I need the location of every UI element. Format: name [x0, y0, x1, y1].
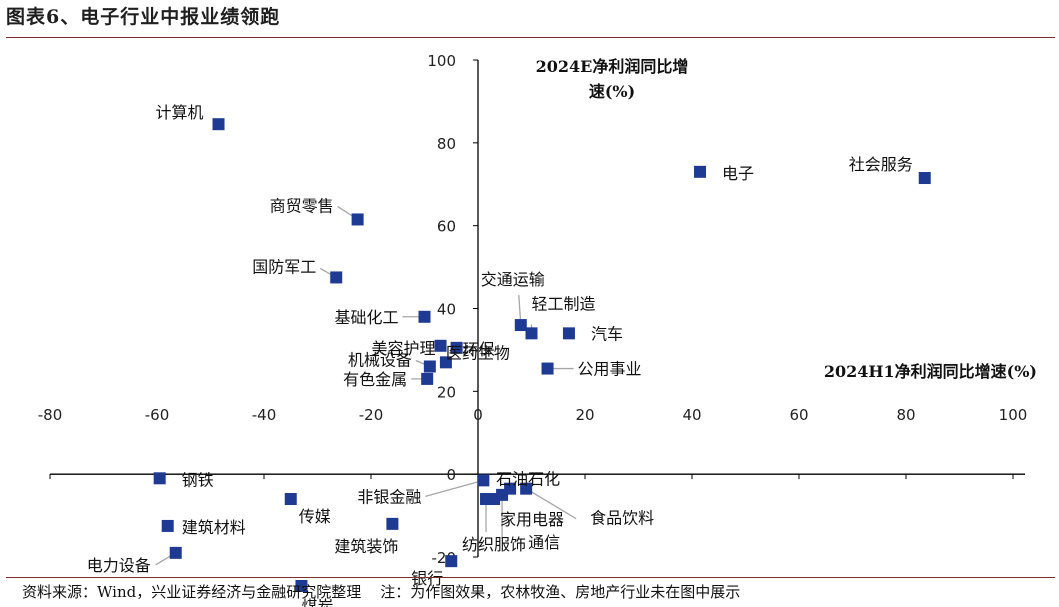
x-tick-label: 40 [682, 406, 701, 424]
x-tick-label: 20 [575, 406, 594, 424]
marker-11 [504, 482, 517, 495]
x-axis-title: 2024H1净利润同比增速(%) [824, 362, 1037, 381]
marker-5 [450, 341, 463, 354]
marker-3 [418, 310, 431, 323]
x-tick-label: -60 [145, 406, 170, 424]
marker-19 [169, 546, 182, 559]
footer-divider [6, 577, 1055, 578]
point-label: 银行 [411, 569, 443, 588]
y-axis-title-line2: 速(%) [589, 82, 635, 101]
point-label: 医药生物 [446, 343, 510, 362]
point-label: 电子 [722, 164, 754, 183]
source-note: 资料来源：Wind，兴业证券经济与金融研究院整理 注：为作图效果，农林牧渔、房地… [22, 583, 741, 601]
point-label: 国防军工 [252, 257, 316, 276]
point-label: 汽车 [591, 324, 623, 343]
y-tick-label: 0 [446, 466, 456, 484]
marker-20 [445, 555, 458, 568]
marker-1 [351, 213, 364, 226]
point-label: 交通运输 [481, 270, 545, 289]
point-label: 电力设备 [87, 556, 151, 575]
chart-title: 图表6、电子行业中报业绩领跑 [6, 6, 281, 28]
point-label: 传媒 [299, 507, 331, 526]
marker-4 [434, 339, 447, 352]
marker-9 [153, 472, 166, 485]
marker-23 [525, 327, 538, 340]
point-label: 煤炭 [301, 597, 333, 607]
point-label: 非银金融 [357, 487, 421, 506]
marker-7 [439, 356, 452, 369]
marker-24 [562, 327, 575, 340]
marker-18 [386, 517, 399, 530]
marker-27 [918, 172, 931, 185]
point-label: 美容护理 [372, 339, 436, 358]
x-tick-label: 0 [473, 406, 483, 424]
point-label: 公用事业 [578, 360, 642, 379]
y-tick-label: 20 [437, 383, 456, 401]
point-label: 纺织服饰 [462, 535, 526, 554]
marker-2 [330, 271, 343, 284]
marker-12 [284, 493, 297, 506]
x-tick-label: 80 [896, 406, 915, 424]
point-label: 计算机 [156, 103, 204, 122]
point-label: 环保 [463, 340, 495, 359]
point-label: 家用电器 [500, 510, 564, 529]
marker-0 [212, 118, 225, 131]
point-label: 石油石化 [496, 470, 560, 489]
x-tick-label: 60 [789, 406, 808, 424]
y-tick-label: 100 [427, 52, 456, 70]
point-label: 社会服务 [849, 155, 913, 174]
point-label: 建筑装饰 [334, 537, 398, 556]
x-tick-label: -20 [359, 406, 384, 424]
point-label: 通信 [528, 533, 560, 552]
marker-16 [520, 482, 533, 495]
y-tick-label: 80 [437, 135, 456, 153]
marker-15 [496, 488, 509, 501]
leader-line [525, 488, 577, 520]
point-label: 机械设备 [348, 350, 412, 369]
marker-8 [421, 372, 434, 385]
marker-10 [477, 474, 490, 487]
leader-line [425, 479, 484, 498]
point-label: 食品饮料 [590, 509, 654, 528]
y-tick-label: 60 [437, 218, 456, 236]
marker-17 [161, 519, 174, 532]
title-divider [6, 37, 1055, 38]
marker-25 [541, 362, 554, 375]
x-tick-label: 100 [999, 406, 1028, 424]
marker-26 [694, 165, 707, 178]
y-axis-title-line1: 2024E净利润同比增 [536, 57, 689, 76]
x-tick-label: -40 [252, 406, 277, 424]
point-label: 商贸零售 [270, 196, 334, 215]
marker-6 [423, 360, 436, 373]
point-label: 建筑材料 [182, 518, 246, 537]
point-label: 轻工制造 [532, 294, 596, 313]
y-tick-label: 40 [437, 301, 456, 319]
point-label: 钢铁 [182, 470, 214, 489]
x-tick-label: -80 [38, 406, 63, 424]
marker-22 [514, 319, 527, 332]
data-markers [153, 118, 931, 592]
point-label: 有色金属 [343, 370, 407, 389]
marker-21 [295, 579, 308, 592]
point-label: 基础化工 [334, 308, 398, 327]
